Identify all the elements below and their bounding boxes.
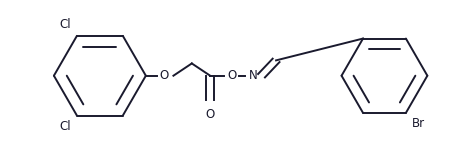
Text: O: O	[160, 69, 169, 82]
Text: Br: Br	[412, 117, 425, 130]
Text: O: O	[227, 69, 236, 82]
Text: Cl: Cl	[59, 120, 71, 133]
Text: N: N	[249, 69, 257, 82]
Text: O: O	[206, 108, 215, 121]
Text: Cl: Cl	[59, 18, 71, 31]
